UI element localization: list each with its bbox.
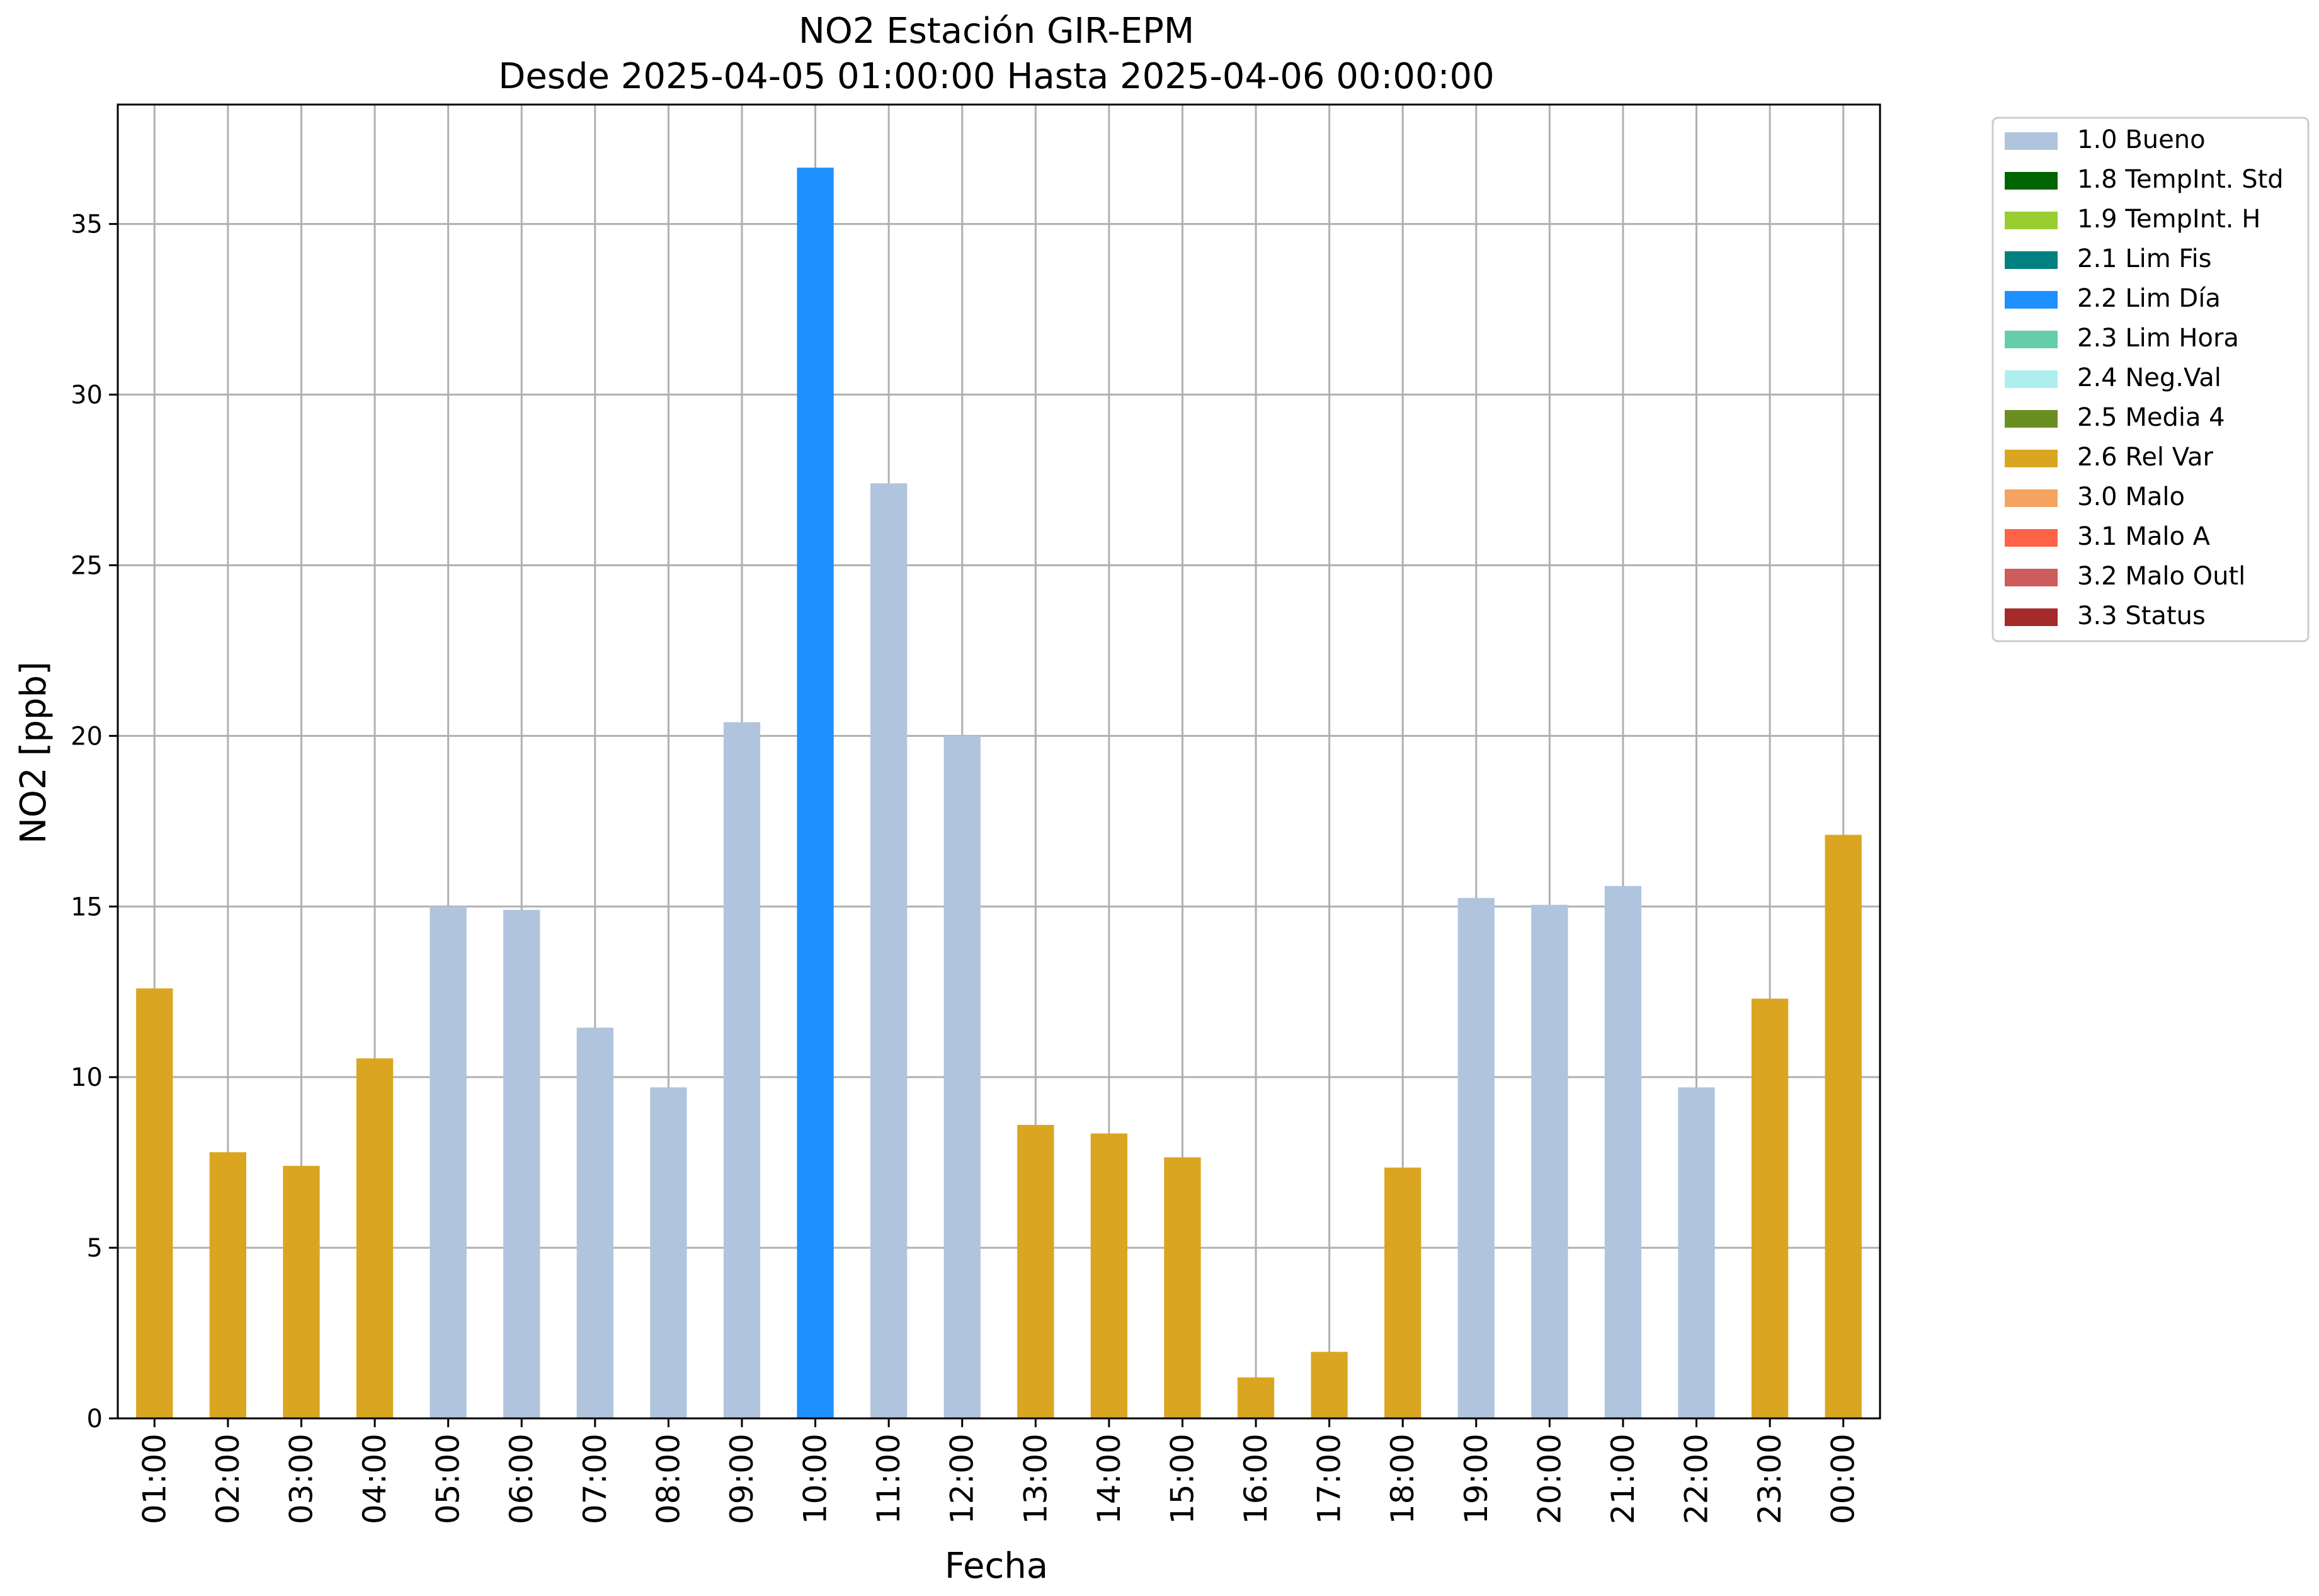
bar-1800 [1384,1167,1422,1418]
bars [136,168,1862,1419]
bar-0700 [576,1027,613,1418]
x-tick-label: 18:00 [1384,1434,1421,1524]
legend-label: 3.3 Status [2077,601,2206,630]
x-tick-label: 11:00 [870,1434,907,1524]
chart-subtitle: Desde 2025-04-05 01:00:00 Hasta 2025-04-… [498,56,1495,97]
x-tick-label: 13:00 [1017,1434,1054,1524]
bar-0200 [209,1152,247,1418]
legend-label: 2.3 Lim Hora [2077,324,2239,353]
y-axis-label: NO2 [ppb] [13,661,54,844]
y-tick-label: 25 [71,551,103,580]
x-tick-label: 07:00 [577,1434,613,1524]
x-tick-label: 03:00 [283,1434,319,1524]
x-tick-label: 08:00 [650,1434,687,1524]
legend-swatch [2005,608,2058,626]
x-tick-label: 00:00 [1825,1434,1862,1524]
bar-0300 [283,1166,320,1418]
legend-label: 3.1 Malo A [2077,522,2211,551]
bar-1000 [797,168,834,1419]
legend-swatch [2005,132,2058,150]
bar-0500 [430,906,467,1418]
legend-swatch [2005,450,2058,467]
legend-label: 3.0 Malo [2077,482,2185,511]
bar-1500 [1164,1157,1201,1418]
bar-2100 [1604,886,1642,1418]
legend-label: 2.6 Rel Var [2077,443,2214,472]
legend-swatch [2005,569,2058,586]
legend-swatch [2005,251,2058,269]
bar-1300 [1017,1125,1054,1418]
legend-label: 1.8 TempInt. Std [2077,165,2284,194]
legend-label: 2.5 Media 4 [2077,403,2225,432]
y-axis-ticks: 0 5 10 15 20 25 30 35 [71,210,118,1434]
y-tick-label: 5 [87,1234,103,1263]
bar-1200 [943,736,981,1418]
x-tick-label: 04:00 [356,1434,393,1524]
x-tick-label: 20:00 [1531,1434,1568,1524]
bar-0100 [136,988,173,1418]
x-tick-label: 01:00 [136,1434,173,1524]
bar-1600 [1237,1377,1275,1418]
legend-label: 1.9 TempInt. H [2077,205,2260,234]
legend-label: 2.4 Neg.Val [2077,363,2221,392]
bar-2000 [1531,904,1568,1418]
bar-0800 [650,1087,687,1418]
legend-swatch [2005,291,2058,309]
x-tick-label: 10:00 [797,1434,834,1524]
x-tick-label: 23:00 [1752,1434,1788,1524]
plot-area-frame [117,103,1881,1420]
x-axis-ticks: 01:00 02:00 03:00 04:00 05:00 06:00 07:00 08:00… [136,1418,1862,1524]
legend-swatch [2005,331,2058,348]
legend-frame [1991,117,2310,642]
y-tick-label: 10 [71,1063,103,1092]
x-tick-label: 19:00 [1458,1434,1495,1524]
legend-swatch [2005,212,2058,229]
y-tick-label: 30 [71,381,103,410]
legend-swatch [2005,529,2058,547]
x-tick-label: 22:00 [1678,1434,1715,1524]
bar-2200 [1678,1087,1715,1418]
bar-1100 [870,483,908,1418]
bar-0000 [1825,835,1862,1418]
legend-label: 3.2 Malo Outl [2077,562,2245,591]
legend-swatch [2005,370,2058,388]
bar-0600 [503,909,540,1418]
x-axis-label: Fecha [945,1546,1048,1587]
bar-2300 [1751,998,1789,1418]
bar-0400 [356,1058,394,1418]
legend-label: 1.0 Bueno [2077,125,2206,154]
y-tick-label: 0 [87,1405,103,1434]
y-tick-label: 35 [71,210,103,239]
bar-1400 [1090,1133,1128,1418]
bar-1700 [1311,1352,1348,1418]
x-tick-label: 15:00 [1164,1434,1200,1524]
legend-label: 2.1 Lim Fis [2077,244,2211,273]
chart-title: NO2 Estación GIR-EPM [799,11,1194,52]
legend-swatch [2005,489,2058,507]
bar-0900 [723,722,761,1418]
legend-swatch [2005,410,2058,428]
x-tick-label: 02:00 [210,1434,246,1524]
x-tick-label: 21:00 [1605,1434,1641,1524]
x-tick-label: 12:00 [944,1434,981,1524]
x-tick-label: 16:00 [1238,1434,1274,1524]
legend: 1.0 Bueno 1.8 TempInt. Std 1.9 TempInt. H 2… [1991,117,2310,642]
x-tick-label: 06:00 [503,1434,540,1524]
x-tick-label: 14:00 [1091,1434,1127,1524]
legend-label: 2.2 Lim Día [2077,284,2221,313]
x-tick-label: 05:00 [430,1434,467,1524]
x-tick-label: 09:00 [724,1434,760,1524]
y-tick-label: 15 [71,892,103,921]
bar-1900 [1457,898,1495,1418]
legend-swatch [2005,172,2058,190]
x-tick-label: 17:00 [1311,1434,1348,1524]
y-tick-label: 20 [71,722,103,751]
